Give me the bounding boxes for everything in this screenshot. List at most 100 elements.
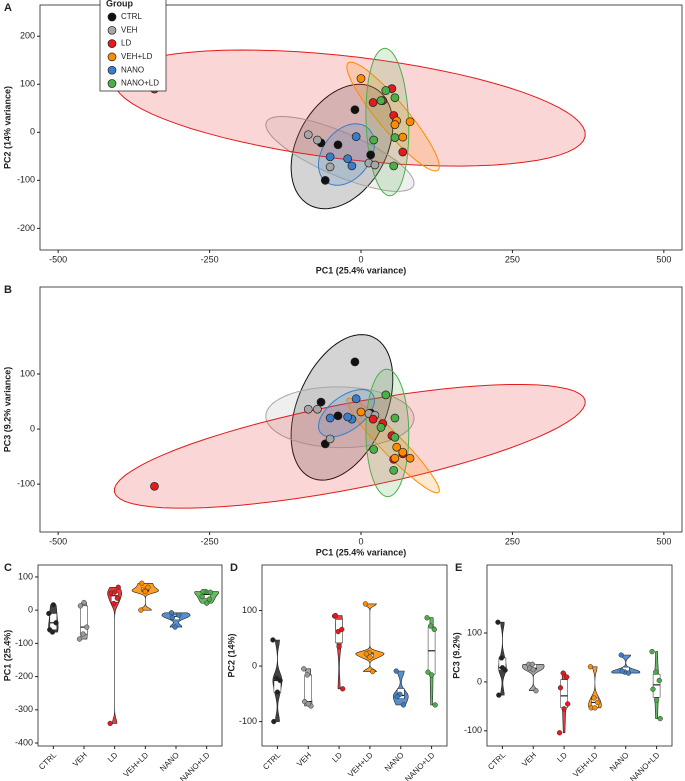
legend-swatch xyxy=(107,65,117,75)
point xyxy=(561,706,567,712)
y-tick-label: -100 xyxy=(17,478,35,488)
x-tick-label: VEH+LD xyxy=(571,750,600,779)
y-tick-label: -100 xyxy=(15,638,33,648)
y-tick-label: 0 xyxy=(30,127,35,137)
point xyxy=(274,689,281,695)
x-tick-label: 500 xyxy=(656,254,671,264)
point xyxy=(200,588,206,595)
point xyxy=(496,692,502,698)
legend-swatch xyxy=(107,12,117,22)
legend-label: NANO xyxy=(121,65,144,74)
plot-area xyxy=(114,334,586,509)
y-axis-label: PC2 (14% variance) xyxy=(2,86,12,169)
y-tick-label: 100 xyxy=(242,605,257,615)
x-tick-label: LD xyxy=(106,750,120,764)
point xyxy=(320,175,330,185)
point xyxy=(653,697,660,703)
x-tick-label: -250 xyxy=(201,254,219,264)
point xyxy=(303,404,313,414)
point xyxy=(560,670,566,676)
point xyxy=(425,669,431,675)
point xyxy=(529,661,535,667)
y-tick-label: -400 xyxy=(15,737,33,747)
x-tick-label: VEH+LD xyxy=(122,750,151,779)
point xyxy=(47,627,53,633)
x-tick-label: -500 xyxy=(49,536,67,546)
point xyxy=(362,601,369,607)
point xyxy=(114,595,121,601)
violin xyxy=(393,670,409,706)
x-tick-label: LD xyxy=(555,750,569,764)
point xyxy=(592,705,598,711)
point xyxy=(389,465,399,475)
violin xyxy=(131,583,159,611)
point xyxy=(390,120,400,129)
y-tick-label: 200 xyxy=(20,31,35,41)
point xyxy=(390,133,400,142)
point xyxy=(499,665,506,671)
y-tick-label: -100 xyxy=(17,175,35,185)
point xyxy=(565,701,571,707)
point xyxy=(653,669,659,675)
x-tick-label: CTRL xyxy=(37,750,59,772)
y-tick-label: 0 xyxy=(30,423,35,433)
point xyxy=(343,412,353,422)
x-tick-label: -500 xyxy=(49,254,67,264)
x-axis-label: PC1 (25.4% variance) xyxy=(316,547,407,557)
point xyxy=(394,693,400,700)
y-axis-label: PC3 (9.2%) xyxy=(451,632,461,679)
point xyxy=(332,612,339,619)
confidence-ellipse xyxy=(365,368,410,498)
panel-letter: E xyxy=(455,562,462,574)
x-tick-label: 0 xyxy=(358,536,363,546)
x-tick-label: NANO xyxy=(158,751,181,774)
point xyxy=(351,394,361,404)
point xyxy=(398,132,408,142)
x-tick-label: 0 xyxy=(358,254,363,264)
x-tick-label: VEH xyxy=(71,750,89,768)
legend-label: VEH xyxy=(121,25,138,34)
point xyxy=(142,588,148,595)
x-tick-label: CTRL xyxy=(486,750,508,772)
y-tick-label: -300 xyxy=(15,704,33,714)
legend-swatch xyxy=(107,52,117,62)
point xyxy=(376,96,386,105)
point xyxy=(530,667,536,673)
x-tick-label: NANO+LD xyxy=(403,750,436,781)
point xyxy=(625,670,632,676)
point xyxy=(207,589,213,595)
violin xyxy=(522,664,545,691)
x-tick-label: NANO+LD xyxy=(178,750,211,781)
point xyxy=(339,626,345,633)
box xyxy=(80,605,88,635)
point xyxy=(138,607,144,613)
legend-label: CTRL xyxy=(121,12,142,21)
point xyxy=(204,600,210,606)
y-tick-label: 100 xyxy=(20,368,35,378)
point xyxy=(305,701,311,707)
x-tick-label: NANO xyxy=(608,751,631,774)
point xyxy=(657,715,663,722)
point xyxy=(390,413,400,423)
point xyxy=(333,411,343,421)
point xyxy=(206,596,213,602)
x-tick-label: NANO+LD xyxy=(628,750,661,781)
y-tick-label: 100 xyxy=(467,627,482,637)
plot-frame xyxy=(486,564,673,747)
point xyxy=(46,610,52,617)
point xyxy=(363,651,369,657)
point xyxy=(369,445,379,454)
point xyxy=(400,702,407,708)
point xyxy=(112,589,118,595)
x-tick-label: 250 xyxy=(505,536,520,546)
point xyxy=(591,695,597,701)
point xyxy=(381,86,391,95)
point xyxy=(76,636,83,642)
point xyxy=(350,105,360,115)
violin xyxy=(107,587,123,724)
point xyxy=(271,718,277,725)
y-tick-label: 100 xyxy=(18,571,33,581)
panel-letter: C xyxy=(4,562,12,574)
plot-frame xyxy=(261,564,448,747)
